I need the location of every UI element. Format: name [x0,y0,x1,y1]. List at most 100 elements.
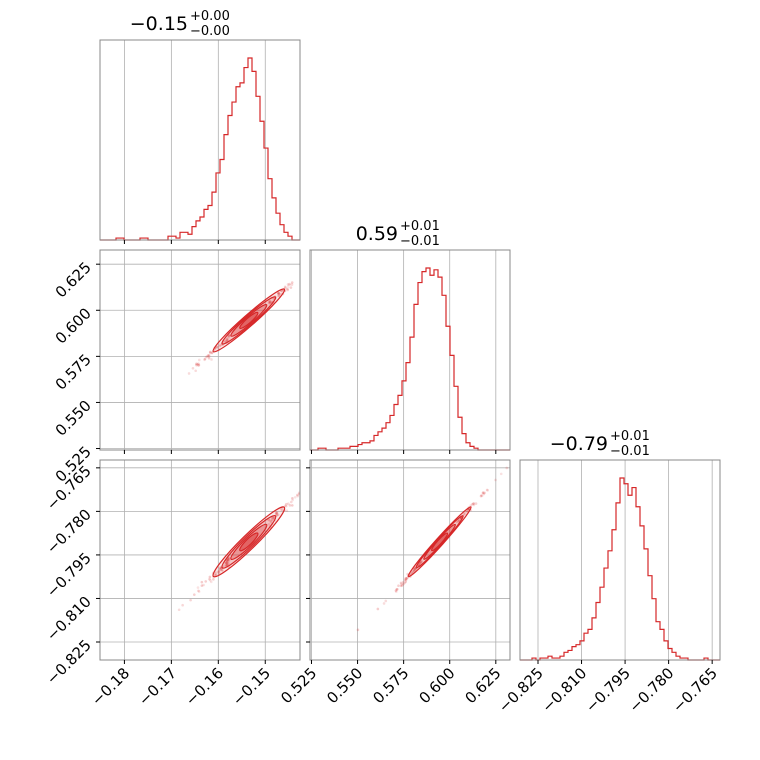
sample-point [218,566,222,570]
sample-point [283,285,287,288]
sample-point [203,357,207,361]
sample-point [270,518,274,522]
sample-point [268,301,271,305]
sample-point [486,489,489,492]
sample-point [267,301,271,304]
x-tick-label: −0.810 [538,664,590,716]
sample-point [197,589,200,593]
sample-point [194,369,197,373]
sample-point [205,355,208,359]
sample-point [214,572,218,575]
sample-point [293,496,297,499]
sample-point [419,561,422,565]
sample-point [455,520,459,524]
sample-point [289,286,293,289]
sample-point [224,563,227,567]
density-layer [177,491,300,612]
sample-point [464,512,467,515]
sample-point [268,519,272,522]
sample-point [419,560,423,564]
sample-point [206,354,210,358]
sample-point [306,267,309,270]
panel-frame [309,249,511,451]
panel-frame [99,39,301,241]
x-tick-label: −0.17 [135,664,180,709]
sample-point [290,504,294,507]
y-tick-label: −0.810 [43,593,95,645]
contour-level-3 [239,532,259,552]
y-tick-label: 0.600 [52,304,95,347]
sample-point [356,628,360,632]
sample-point [267,522,271,526]
histogram-panel-0: −0.15 +0.00−0.00 [99,9,301,244]
sample-point [202,583,205,587]
sample-point [411,570,415,573]
sample-point [207,356,211,360]
sample-point [404,580,407,584]
sample-point [472,503,476,507]
histogram-series-1 [310,267,510,451]
contour-level-1 [221,296,277,345]
sample-point [285,502,288,506]
sample-point [307,267,310,270]
sample-point [217,571,221,574]
sample-point [288,282,291,286]
sample-point [218,343,222,346]
sample-point [208,577,211,581]
sample-point [457,519,461,523]
sample-point [285,509,289,512]
sample-point [277,292,281,295]
sample-point [296,493,299,497]
sample-point [217,569,221,573]
sample-point [406,576,409,580]
sample-point [286,285,290,288]
sample-point [394,590,398,593]
sample-point [197,358,201,362]
sample-point [297,492,300,496]
sample-point [197,363,201,367]
sample-point [412,568,416,571]
sample-point [413,568,417,572]
contour-level-1 [221,514,277,569]
panel-background [100,460,300,660]
sample-point [187,372,191,375]
sample-point [195,362,198,366]
sample-point [465,509,469,513]
x-tick-label: −0.16 [182,664,227,709]
sample-point [272,516,276,520]
sample-point [269,520,273,523]
sample-point [291,496,294,500]
sample-point [479,494,483,498]
panel-background [100,250,300,450]
sample-point [207,353,211,357]
param-title-0-value: −0.15 [130,13,188,35]
sample-point [404,578,408,582]
sample-point [403,578,407,582]
panel-background [310,460,510,660]
sample-point [195,363,199,366]
sample-point [227,562,230,565]
sample-point [382,602,386,605]
sample-point [215,345,219,349]
sample-point [420,560,424,563]
x-tick-label: 0.550 [323,664,366,707]
sample-point [177,608,181,612]
sample-point [412,569,416,573]
sample-point [471,502,474,506]
histogram-panel-1: 0.59 +0.01−0.01 [309,219,511,454]
x-tick-label: −0.795 [582,664,634,716]
sample-point [472,501,476,505]
sample-point [482,492,486,496]
y-tick-label: 0.550 [52,397,95,440]
sample-point [193,593,196,596]
sample-point [288,283,291,287]
sample-point [196,586,200,589]
sample-point [277,294,280,298]
sample-point [225,561,228,565]
x-tick-label: −0.780 [625,664,677,716]
sample-point [297,491,300,494]
sample-point [226,560,230,563]
sample-point [404,577,408,581]
sample-point [221,569,224,572]
sample-point [195,363,198,367]
